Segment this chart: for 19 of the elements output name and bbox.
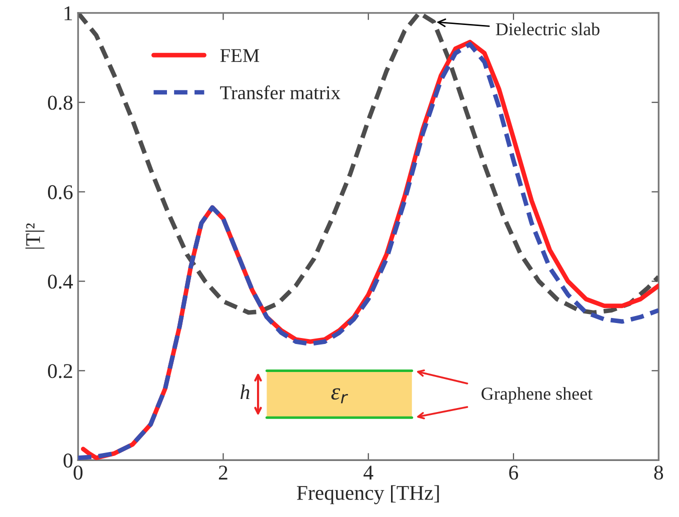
y-axis-title: |T|²: [25, 223, 44, 249]
y-tick-label: 1: [64, 6, 72, 20]
legend-label: Transfer matrix: [220, 85, 340, 100]
x-tick-label: 0: [74, 466, 82, 480]
annotation: Dielectric slab: [496, 22, 600, 36]
y-tick-label: 0.8: [48, 96, 72, 110]
y-tick-label: 0.6: [48, 185, 73, 200]
x-tick-label: 6: [509, 466, 518, 480]
x-axis-title: Frequency [THz]: [296, 485, 439, 504]
y-tick-label: 0.4: [48, 274, 73, 289]
annotation: Graphene sheet: [482, 387, 593, 404]
annotation: h: [240, 384, 250, 399]
annotation: ε$_{r}$: [331, 388, 348, 404]
y-tick-label: 0.2: [48, 364, 72, 378]
legend-label: FEM: [220, 49, 260, 62]
y-tick-label: 0: [64, 454, 72, 468]
x-tick-label: 8: [654, 466, 664, 480]
x-tick-label: 4: [364, 466, 374, 480]
x-tick-label: 2: [218, 466, 228, 480]
